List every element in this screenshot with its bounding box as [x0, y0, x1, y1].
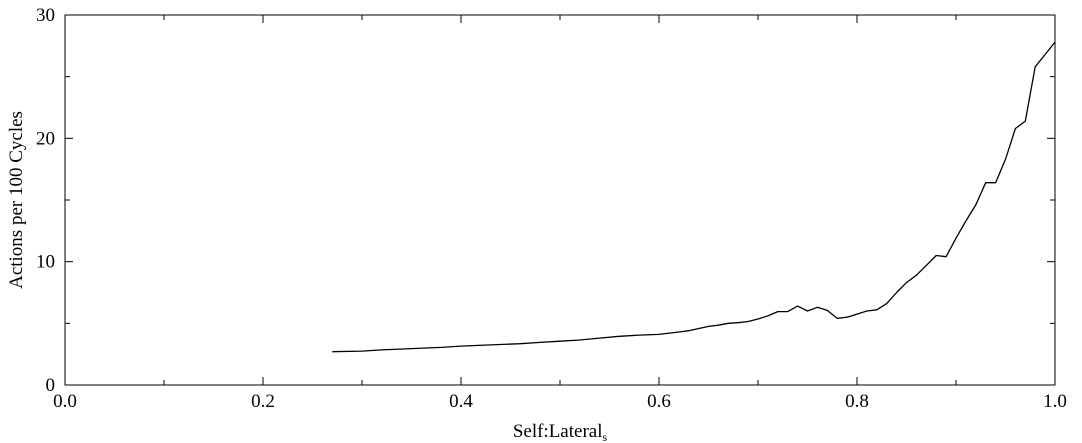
x-tick-label: 0.6	[647, 391, 671, 412]
x-tick-label: 0.8	[845, 391, 869, 412]
y-axis-label: Actions per 100 Cycles	[6, 111, 27, 289]
x-axis-label-text: Self:Lateral	[513, 421, 603, 442]
series-layer	[332, 41, 1056, 353]
x-axis-ticks: 0.0 0.2 0.4 0.6 0.8 1.0	[53, 15, 1067, 412]
x-tick-label: 0.0	[53, 391, 77, 412]
y-axis-ticks: 0 10 20 30	[36, 5, 1055, 396]
x-axis-label-subscript: s	[603, 430, 608, 443]
y-tick-label: 30	[36, 5, 55, 26]
x-axis-label: Self:Laterals	[513, 421, 608, 443]
x-tick-label: 0.4	[449, 391, 473, 412]
plot-area-frame	[64, 14, 1056, 386]
y-tick-label: 10	[36, 252, 55, 273]
series-line	[332, 41, 1056, 353]
y-tick-label: 0	[46, 375, 56, 396]
y-tick-label: 20	[36, 128, 55, 149]
x-tick-label: 0.2	[251, 391, 275, 412]
x-tick-label: 1.0	[1043, 391, 1067, 412]
